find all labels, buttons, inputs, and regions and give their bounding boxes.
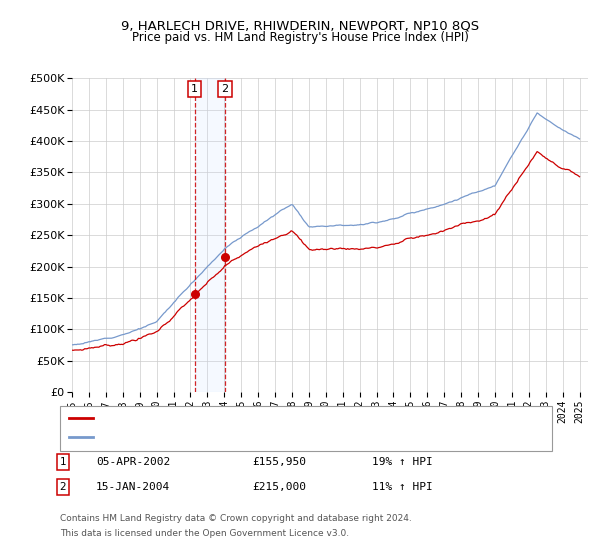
Text: 2: 2 — [221, 84, 229, 94]
Text: 9, HARLECH DRIVE, RHIWDERIN, NEWPORT, NP10 8QS: 9, HARLECH DRIVE, RHIWDERIN, NEWPORT, NP… — [121, 20, 479, 32]
Text: This data is licensed under the Open Government Licence v3.0.: This data is licensed under the Open Gov… — [60, 529, 349, 538]
Text: 19% ↑ HPI: 19% ↑ HPI — [372, 457, 433, 467]
Text: 1: 1 — [59, 457, 67, 467]
Text: Price paid vs. HM Land Registry's House Price Index (HPI): Price paid vs. HM Land Registry's House … — [131, 31, 469, 44]
Text: 05-APR-2002: 05-APR-2002 — [96, 457, 170, 467]
Text: Contains HM Land Registry data © Crown copyright and database right 2024.: Contains HM Land Registry data © Crown c… — [60, 514, 412, 523]
Text: 9, HARLECH DRIVE, RHIWDERIN, NEWPORT, NP10 8QS (detached house): 9, HARLECH DRIVE, RHIWDERIN, NEWPORT, NP… — [97, 413, 473, 423]
Text: £215,000: £215,000 — [252, 482, 306, 492]
Text: HPI: Average price, detached house, Newport: HPI: Average price, detached house, Newp… — [97, 432, 334, 442]
Text: £155,950: £155,950 — [252, 457, 306, 467]
Text: 2: 2 — [59, 482, 67, 492]
Text: 15-JAN-2004: 15-JAN-2004 — [96, 482, 170, 492]
Text: 1: 1 — [191, 84, 198, 94]
Text: 11% ↑ HPI: 11% ↑ HPI — [372, 482, 433, 492]
Bar — [194, 78, 225, 392]
